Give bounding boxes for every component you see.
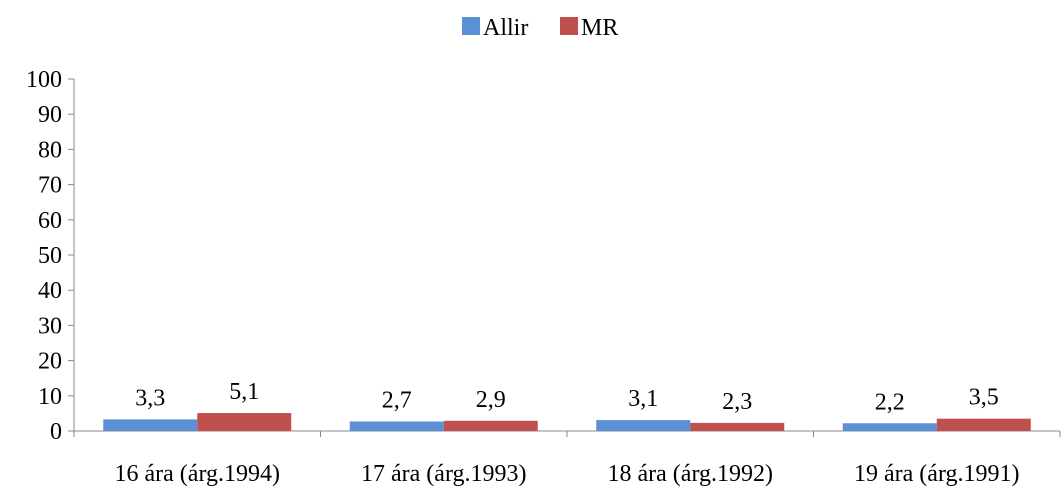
data-label: 2,2 [875,389,905,415]
bar-allir [596,420,691,431]
x-tick-label: 16 ára (árg.1994) [115,461,281,487]
legend-label: MR [581,15,618,41]
y-tick-label: 20 [38,349,62,375]
y-tick-label: 30 [38,313,62,339]
bar-mr [443,420,538,431]
y-tick-label: 80 [38,137,62,163]
y-tick-label: 0 [50,419,62,445]
x-tick-label: 19 ára (árg.1991) [854,461,1020,487]
y-tick-label: 90 [38,102,62,128]
data-label: 3,3 [135,385,165,411]
bar-mr [197,413,292,431]
y-tick-label: 100 [26,67,62,93]
y-tick-label: 40 [38,278,62,304]
data-label: 5,1 [229,379,259,405]
bar-allir [103,419,198,431]
y-tick-label: 60 [38,208,62,234]
bars [103,413,1031,431]
data-label: 3,1 [628,386,658,412]
legend-label: Allir [483,15,528,41]
data-label: 2,3 [722,389,752,415]
legend: Allir MR [462,15,618,41]
y-tick-label: 50 [38,243,62,269]
x-tick-label: 18 ára (árg.1992) [608,461,774,487]
data-label: 2,7 [382,387,412,413]
bar-mr [690,422,785,431]
y-tick-label: 70 [38,173,62,199]
bar-allir [842,423,937,431]
legend-swatch-allir [462,17,480,35]
data-labels: 3,3 5,1 2,7 2,9 3,1 2,3 2,2 3,5 [135,379,999,415]
bar-allir [349,421,444,431]
x-axis: 16 ára (árg.1994) 17 ára (árg.1993) 18 ára… [73,430,1061,487]
legend-swatch-mr [560,17,578,35]
bar-mr [936,418,1031,431]
y-tick-label: 10 [38,384,62,410]
y-axis: 0 10 20 30 40 50 60 70 80 90 100 [26,67,75,445]
data-label: 2,9 [476,387,506,413]
x-tick-label: 17 ára (árg.1993) [361,461,527,487]
data-label: 3,5 [969,385,999,411]
